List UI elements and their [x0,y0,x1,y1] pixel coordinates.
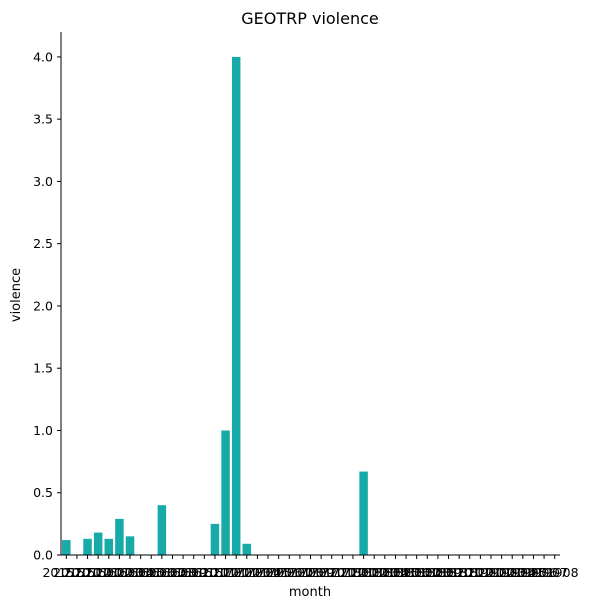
y-axis-label: violence [9,268,24,322]
bar-201703 [243,544,251,555]
y-tick-label: 1.5 [33,361,53,376]
bar-201512 [83,539,91,555]
y-tick-label: 0.5 [33,485,53,500]
x-axis-ticks: 2015102015112015122016012016022016032016… [42,555,578,580]
bar-201701 [221,430,229,555]
x-tick-label: 201908 [531,565,579,580]
bar-201602 [105,539,113,555]
bar-201802 [359,472,367,555]
bar-201510 [62,540,70,555]
bar-201607 [158,505,166,555]
y-tick-label: 1.0 [33,423,53,438]
bar-201603 [115,519,123,555]
y-axis-ticks: 0.0 0.5 1.0 1.5 2.0 2.5 3.0 3.5 4.0 [33,49,61,562]
bar-201601 [94,533,102,555]
y-tick-label: 3.0 [33,174,53,189]
y-tick-label: 3.5 [33,112,53,127]
y-tick-label: 4.0 [33,49,53,64]
y-tick-label: 0.0 [33,548,53,563]
bar-201612 [211,524,219,555]
y-tick-label: 2.5 [33,236,53,251]
y-tick-label: 2.0 [33,298,53,313]
bar-201604 [126,536,134,555]
chart-title: GEOTRP violence [241,9,379,28]
bars [62,57,368,555]
x-axis-label: month [289,585,331,600]
bar-201702 [232,57,240,555]
